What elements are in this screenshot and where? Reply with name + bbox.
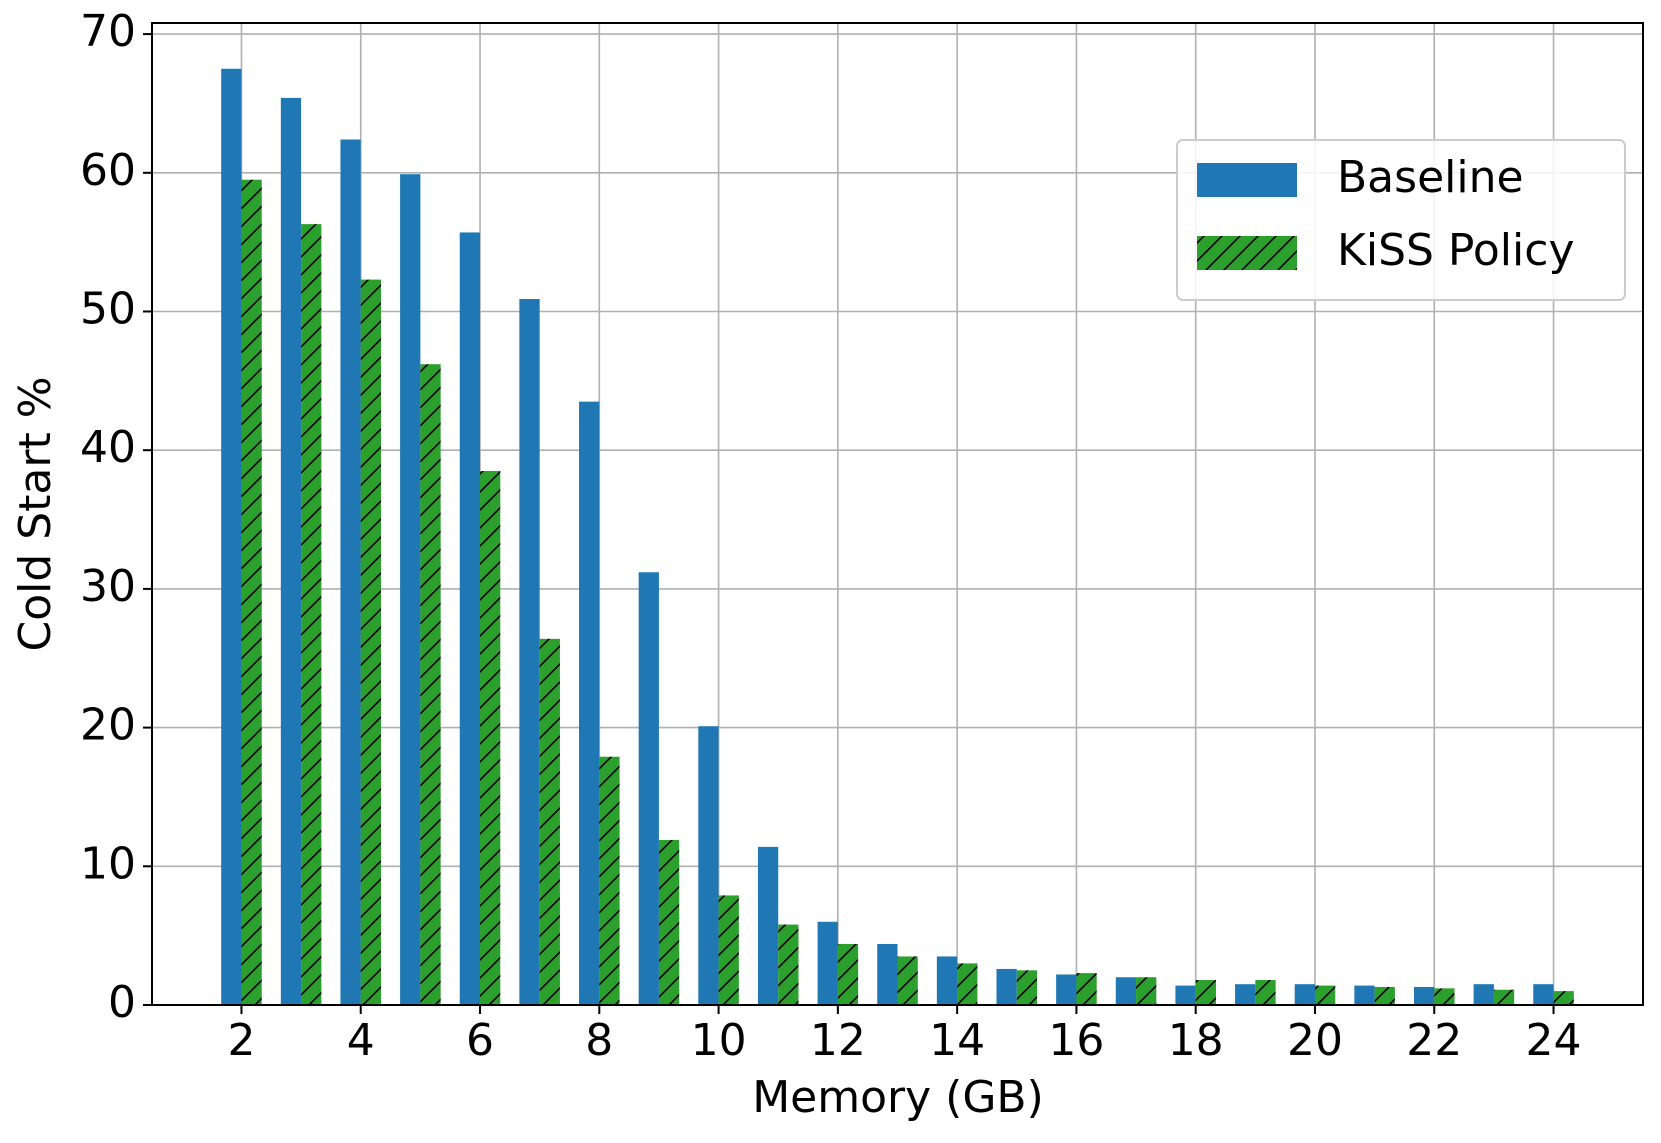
bar	[599, 756, 620, 1005]
bar	[757, 846, 779, 1005]
bar	[1056, 974, 1077, 1005]
bar	[360, 279, 382, 1005]
y-tick-label: 20	[80, 700, 136, 751]
bar	[698, 726, 719, 1005]
bar	[837, 943, 859, 1005]
bar	[480, 471, 501, 1006]
bar	[1255, 980, 1276, 1005]
bar	[1413, 986, 1435, 1005]
y-tick-label: 60	[80, 145, 136, 196]
bar	[1175, 985, 1196, 1005]
bar	[1235, 984, 1256, 1005]
bar	[996, 968, 1017, 1005]
bar	[658, 839, 680, 1005]
bar	[877, 943, 898, 1005]
bar	[1115, 977, 1137, 1005]
legend-swatch	[1197, 163, 1297, 197]
legend-label: KiSS Policy	[1337, 225, 1575, 276]
x-tick-label: 14	[929, 1015, 985, 1066]
bar	[1473, 984, 1494, 1005]
bar	[400, 174, 421, 1006]
x-tick-label: 18	[1168, 1015, 1224, 1066]
x-tick-label: 16	[1048, 1015, 1104, 1066]
bar	[1533, 984, 1554, 1005]
bar	[1016, 970, 1038, 1005]
axes-frame	[151, 22, 1644, 1006]
bar	[519, 299, 540, 1005]
bar	[539, 638, 560, 1005]
bar	[1374, 986, 1395, 1005]
y-tick-label: 50	[80, 283, 136, 334]
x-tick-label: 2	[227, 1015, 255, 1066]
x-tick-label: 4	[347, 1015, 375, 1066]
bar	[897, 956, 918, 1005]
x-tick-label: 10	[691, 1015, 747, 1066]
y-tick-label: 10	[80, 838, 136, 889]
x-axis-label: Memory (GB)	[752, 1072, 1044, 1123]
y-tick-label: 0	[108, 977, 136, 1028]
bar	[1553, 991, 1574, 1005]
bar	[241, 179, 262, 1006]
bar	[1314, 985, 1336, 1005]
bar	[221, 68, 242, 1006]
bar	[638, 572, 659, 1005]
bar	[579, 401, 600, 1005]
bar	[1136, 977, 1157, 1005]
y-tick-label: 40	[80, 422, 136, 473]
legend-label: Baseline	[1337, 152, 1524, 203]
y-axis-label: Cold Start %	[10, 376, 61, 651]
x-tick-label: 12	[810, 1015, 866, 1066]
bar	[718, 895, 739, 1005]
bar	[420, 364, 441, 1006]
legend-swatch	[1197, 236, 1297, 270]
bar	[459, 232, 481, 1005]
bar	[778, 924, 799, 1005]
bar	[1354, 985, 1375, 1005]
bar	[817, 921, 838, 1005]
x-tick-label: 22	[1406, 1015, 1462, 1066]
bar	[1294, 984, 1315, 1005]
bar	[1434, 988, 1455, 1005]
bar	[957, 963, 978, 1005]
bar	[280, 97, 302, 1005]
x-tick-label: 20	[1287, 1015, 1343, 1066]
y-tick-label: 30	[80, 561, 136, 612]
bar	[1195, 980, 1216, 1005]
y-tick-label: 70	[80, 6, 136, 57]
x-tick-label: 24	[1526, 1015, 1582, 1066]
bar	[340, 139, 361, 1005]
x-tick-label: 6	[466, 1015, 494, 1066]
x-tick-label: 8	[585, 1015, 613, 1066]
bar	[936, 956, 958, 1005]
bar	[1493, 989, 1515, 1005]
bar	[1076, 973, 1097, 1005]
bar	[301, 224, 322, 1005]
